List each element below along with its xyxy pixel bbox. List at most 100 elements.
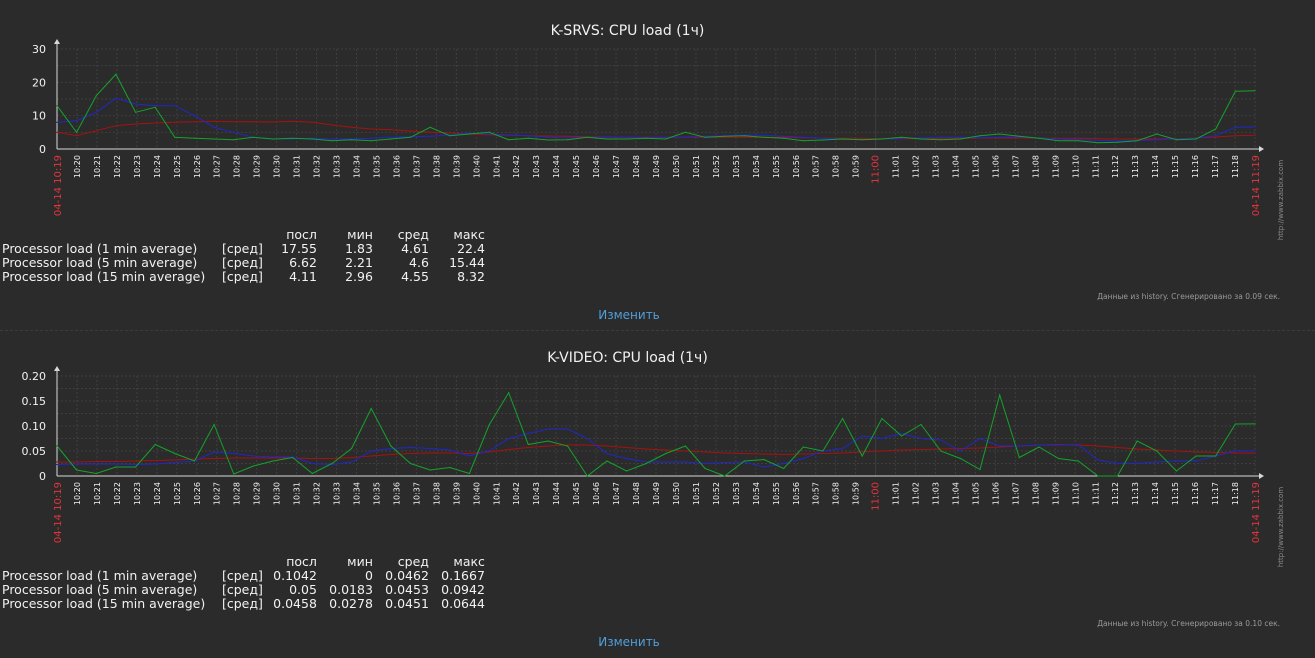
data-point	[625, 457, 628, 460]
legend-last: 17.55	[281, 241, 317, 256]
x-tick-label: 11:06	[991, 155, 1000, 178]
data-point	[724, 461, 726, 464]
data-point	[999, 394, 1001, 396]
x-tick-label: 10:35	[372, 482, 381, 505]
data-point	[95, 460, 97, 463]
data-point	[95, 463, 97, 465]
x-tick-label: 10:45	[572, 155, 581, 178]
data-point	[1234, 450, 1236, 452]
x-tick-label: 11:04	[952, 155, 961, 178]
data-point	[665, 461, 667, 463]
x-tick-label: 10:52	[712, 482, 721, 505]
x-tick-label: 10:49	[652, 482, 661, 505]
watermark: http://www.zabbix.com	[1277, 160, 1285, 240]
data-point	[488, 450, 490, 452]
data-point	[724, 136, 726, 138]
data-point	[272, 460, 274, 462]
legend-row: Processor load (5 min average) [сред] 0.…	[2, 583, 487, 597]
data-point	[390, 453, 392, 456]
data-point	[979, 137, 981, 139]
data-point	[1097, 138, 1099, 140]
legend-last: 0.05	[289, 582, 317, 597]
x-tick-label: 10:27	[213, 155, 222, 178]
x-tick-label: 11:09	[1051, 155, 1060, 178]
legend-min: 1.83	[345, 241, 373, 256]
data-point	[959, 457, 962, 460]
data-point	[1175, 460, 1177, 462]
data-point	[724, 475, 726, 477]
data-point	[527, 135, 529, 137]
data-point	[1116, 446, 1119, 449]
series-line	[56, 391, 1256, 477]
data-point	[665, 136, 667, 138]
x-tick-label: 11:13	[1131, 482, 1140, 505]
data-point	[940, 137, 942, 139]
legend-row: Processor load (15 min average) [сред] 0…	[2, 597, 487, 611]
data-point	[900, 137, 903, 139]
x-tick-label: 11:03	[932, 155, 941, 178]
x-tick-label: 11:13	[1131, 155, 1140, 178]
x-tick-label: 10:42	[512, 155, 521, 178]
data-point	[233, 473, 235, 475]
data-point	[783, 453, 785, 456]
x-tick-label: 11:02	[912, 482, 921, 505]
x-tick-label: 10:40	[472, 155, 481, 178]
data-point	[547, 445, 549, 447]
data-point	[861, 435, 863, 437]
x-start-label: 04-14 10:19	[53, 155, 64, 216]
data-point	[56, 131, 58, 133]
data-point	[567, 139, 569, 141]
data-point	[763, 453, 765, 455]
panel-separator	[0, 330, 1315, 331]
data-point	[351, 139, 353, 141]
data-point	[468, 472, 470, 475]
x-tick-label: 10:43	[532, 155, 541, 178]
legend-last: 0.1042	[273, 568, 317, 583]
data-point	[331, 457, 333, 460]
edit-link[interactable]: Изменить	[598, 308, 660, 322]
data-point	[1136, 140, 1138, 142]
data-point	[704, 136, 706, 138]
x-tick-label: 10:42	[512, 482, 521, 505]
data-point	[724, 452, 726, 454]
data-point	[508, 437, 510, 440]
data-point	[900, 449, 903, 451]
data-point	[252, 136, 254, 138]
legend-table: посл мин сред макс Processor load (1 min…	[2, 555, 487, 611]
x-tick-label: 11:02	[912, 155, 921, 178]
x-tick-label: 11:00	[871, 482, 882, 511]
data-point	[861, 451, 863, 453]
data-point	[999, 445, 1001, 447]
x-tick-label: 10:44	[552, 482, 561, 505]
data-point	[154, 106, 156, 108]
data-point	[1234, 126, 1236, 128]
legend-agg: [сред]	[222, 241, 263, 256]
data-point	[1215, 136, 1217, 138]
data-point	[370, 450, 372, 452]
legend-avg: 4.6	[409, 255, 429, 270]
x-tick-label: 10:40	[472, 482, 481, 505]
data-point	[409, 130, 412, 132]
x-tick-label: 11:10	[1071, 482, 1080, 505]
data-point	[213, 451, 215, 453]
data-point	[527, 432, 529, 435]
data-point	[684, 445, 687, 447]
x-tick-label: 11:07	[1011, 482, 1020, 505]
data-point	[1156, 133, 1158, 135]
edit-link[interactable]: Изменить	[598, 635, 660, 649]
x-tick-label: 10:22	[113, 155, 122, 178]
data-point	[429, 135, 431, 137]
data-point	[449, 466, 451, 469]
data-point	[390, 138, 392, 140]
data-point	[1077, 460, 1079, 462]
data-point	[586, 437, 588, 440]
x-tick-label: 10:47	[612, 155, 621, 178]
data-point	[331, 462, 333, 465]
data-point	[468, 452, 470, 455]
x-tick-label: 10:27	[213, 482, 222, 505]
data-point	[567, 137, 569, 139]
chart-title: K-VIDEO: CPU load (1ч)	[547, 350, 708, 366]
data-point	[763, 458, 765, 461]
x-tick-label: 11:04	[952, 482, 961, 505]
data-point	[900, 136, 903, 138]
